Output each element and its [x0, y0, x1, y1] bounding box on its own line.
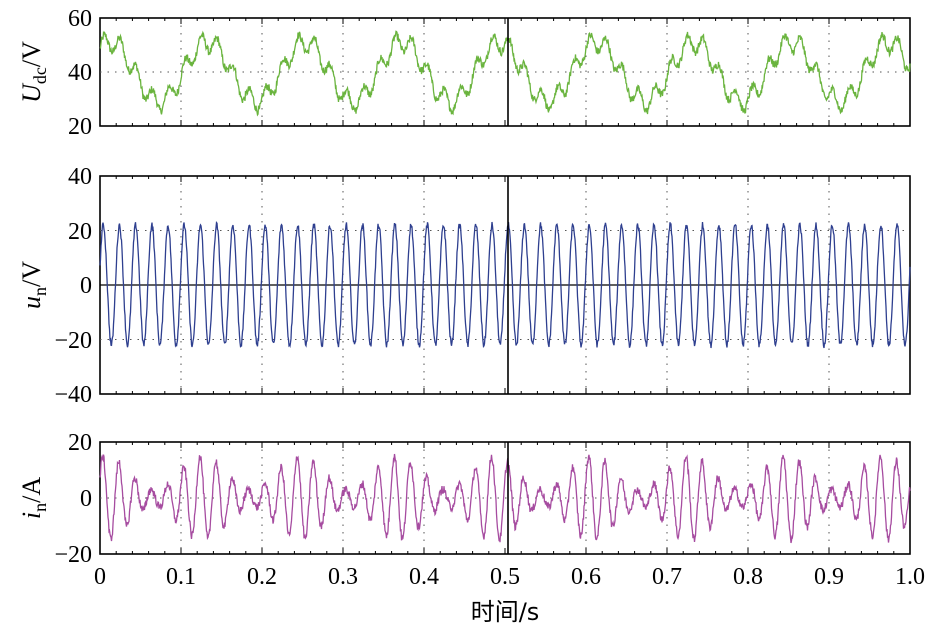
udc-ylabel: Udc/V	[17, 41, 50, 103]
x-tick-label: 0.5	[490, 564, 520, 590]
in-series-line	[99, 453, 911, 544]
x-tick-label: 0	[94, 564, 106, 590]
udc-series-line	[99, 30, 911, 117]
x-tick-label: 0.8	[733, 564, 763, 590]
x-tick-label: 0.6	[571, 564, 601, 590]
in-ytick-0: 0	[80, 486, 92, 512]
x-tick-label: 0.3	[328, 564, 358, 590]
un-ylabel: un/V	[17, 261, 50, 309]
panel-udc-ticks	[115, 18, 895, 126]
x-tick-label: 0.1	[166, 564, 196, 590]
x-tick-label: 0.4	[409, 564, 439, 590]
udc-ytick-60: 60	[68, 6, 92, 32]
un-ytick-minus40: −40	[54, 382, 92, 408]
x-tick-label: 0.2	[247, 564, 277, 590]
un-ytick-20: 20	[68, 219, 92, 245]
panel-un-ticks	[115, 176, 895, 394]
un-ytick-40: 40	[68, 164, 92, 190]
un-series-line	[99, 220, 911, 349]
panel-in-ticks	[115, 442, 895, 554]
x-tick-label: 0.7	[652, 564, 682, 590]
udc-ytick-20: 20	[68, 114, 92, 140]
x-tick-label: 1.0	[895, 564, 925, 590]
panel-in: 20 0 −20 in/A 0 0.1 0.2 0.3 0.4 0.5 0.6 0.7 0.8 0…	[17, 430, 925, 626]
panel-udc: 60 40 20 Udc/V	[17, 6, 911, 140]
panel-un: 40 20 0 −20 −40 un/V	[17, 164, 911, 408]
un-ytick-minus20: −20	[54, 328, 92, 354]
panel-in-grid	[100, 442, 910, 554]
x-tick-label: 0.9	[814, 564, 844, 590]
in-ylabel: in/A	[17, 477, 50, 519]
in-ytick-minus20: −20	[54, 542, 92, 568]
udc-ytick-40: 40	[68, 60, 92, 86]
x-axis-label: 时间/s	[471, 598, 540, 626]
x-tick-labels: 0 0.1 0.2 0.3 0.4 0.5 0.6 0.7 0.8 0.9 1.0	[94, 564, 925, 590]
panel-udc-grid	[100, 18, 910, 126]
un-ytick-0: 0	[80, 273, 92, 299]
in-ytick-20: 20	[68, 430, 92, 456]
